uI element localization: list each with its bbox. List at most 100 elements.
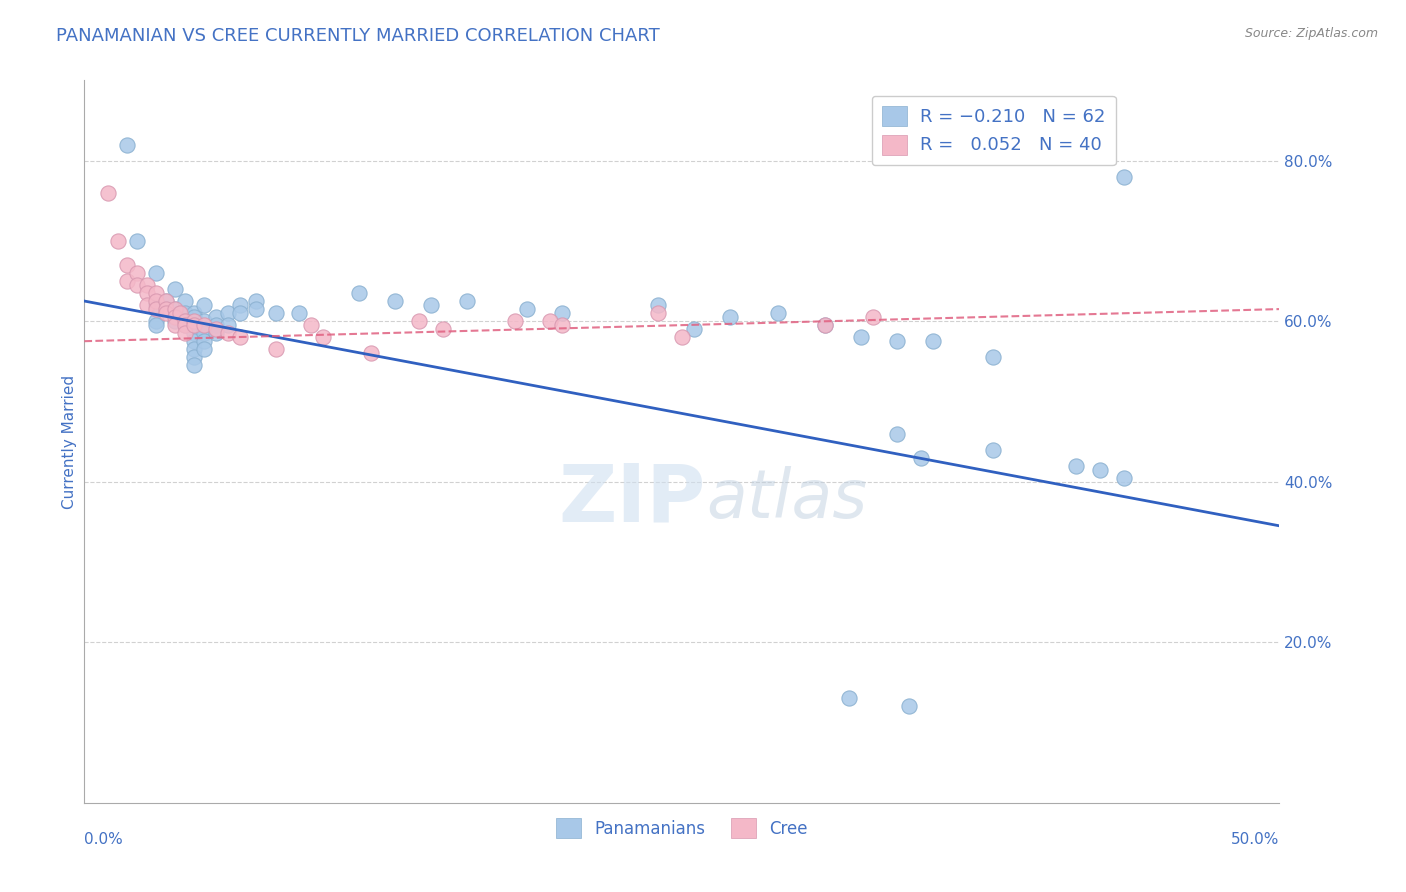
Point: [183, 334, 205, 348]
Point: [145, 318, 167, 332]
Point: [981, 350, 1004, 364]
Point: [173, 293, 195, 308]
Point: [1090, 462, 1112, 476]
Point: [205, 322, 228, 336]
Text: 0.0%: 0.0%: [84, 831, 124, 847]
Point: [155, 293, 177, 308]
Point: [229, 306, 252, 320]
Point: [551, 306, 574, 320]
Point: [145, 301, 167, 317]
Point: [898, 699, 921, 714]
Point: [205, 326, 228, 340]
Point: [301, 318, 323, 332]
Point: [718, 310, 741, 325]
Point: [432, 322, 454, 336]
Point: [456, 293, 478, 308]
Point: [193, 314, 215, 328]
Point: [183, 314, 205, 328]
Point: [135, 298, 157, 312]
Point: [155, 306, 177, 320]
Point: [540, 314, 562, 328]
Point: [193, 326, 215, 340]
Point: [217, 318, 239, 332]
Point: [165, 318, 187, 332]
Point: [264, 342, 287, 356]
Point: [183, 318, 205, 332]
Point: [516, 301, 538, 317]
Point: [1114, 169, 1136, 184]
Point: [165, 301, 187, 317]
Point: [193, 322, 215, 336]
Point: [886, 334, 908, 348]
Point: [408, 314, 430, 328]
Point: [117, 137, 139, 152]
Point: [766, 306, 789, 320]
Point: [217, 326, 239, 340]
Point: [193, 342, 215, 356]
Point: [288, 306, 311, 320]
Point: [183, 318, 205, 332]
Point: [229, 330, 252, 344]
Point: [683, 322, 706, 336]
Point: [135, 285, 157, 300]
Point: [165, 282, 187, 296]
Point: [360, 346, 382, 360]
Point: [173, 318, 195, 332]
Y-axis label: Currently Married: Currently Married: [62, 375, 77, 508]
Point: [217, 306, 239, 320]
Point: [205, 310, 228, 325]
Point: [814, 318, 837, 332]
Point: [814, 318, 837, 332]
Text: PANAMANIAN VS CREE CURRENTLY MARRIED CORRELATION CHART: PANAMANIAN VS CREE CURRENTLY MARRIED COR…: [56, 27, 659, 45]
Point: [125, 266, 148, 280]
Point: [229, 298, 252, 312]
Point: [125, 277, 148, 292]
Point: [173, 314, 195, 328]
Point: [183, 342, 205, 356]
Point: [97, 186, 120, 200]
Point: [183, 310, 205, 325]
Text: ZIP: ZIP: [558, 460, 706, 539]
Point: [155, 301, 177, 317]
Point: [173, 326, 195, 340]
Point: [145, 293, 167, 308]
Point: [647, 306, 669, 320]
Point: [145, 298, 167, 312]
Point: [125, 234, 148, 248]
Legend: Panamanians, Cree: Panamanians, Cree: [550, 812, 814, 845]
Text: 50.0%: 50.0%: [1232, 831, 1279, 847]
Point: [145, 314, 167, 328]
Point: [183, 326, 205, 340]
Point: [169, 306, 191, 320]
Point: [647, 298, 669, 312]
Point: [910, 450, 932, 465]
Point: [117, 274, 139, 288]
Point: [245, 301, 267, 317]
Point: [264, 306, 287, 320]
Text: Source: ZipAtlas.com: Source: ZipAtlas.com: [1244, 27, 1378, 40]
Point: [107, 234, 129, 248]
Point: [173, 314, 195, 328]
Point: [145, 285, 167, 300]
Point: [922, 334, 945, 348]
Point: [420, 298, 443, 312]
Point: [193, 318, 215, 332]
Point: [349, 285, 371, 300]
Point: [312, 330, 335, 344]
Point: [183, 306, 205, 320]
Point: [838, 691, 860, 706]
Point: [155, 293, 177, 308]
Point: [165, 310, 187, 325]
Point: [193, 298, 215, 312]
Text: atlas: atlas: [706, 467, 868, 533]
Point: [135, 277, 157, 292]
Point: [851, 330, 873, 344]
Point: [503, 314, 526, 328]
Point: [193, 334, 215, 348]
Point: [981, 442, 1004, 457]
Point: [671, 330, 693, 344]
Point: [117, 258, 139, 272]
Point: [165, 314, 187, 328]
Point: [886, 426, 908, 441]
Point: [165, 301, 187, 317]
